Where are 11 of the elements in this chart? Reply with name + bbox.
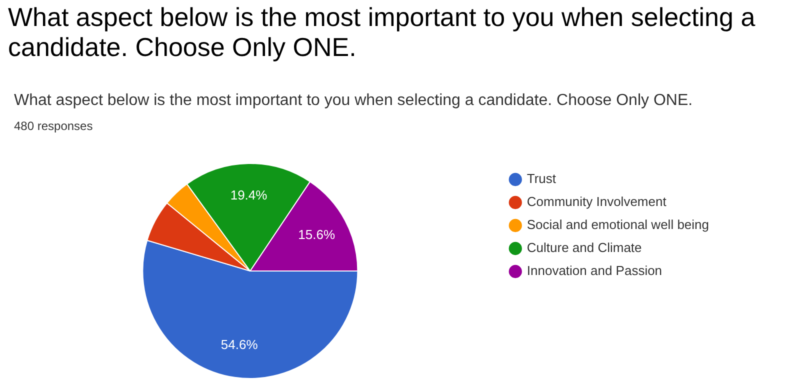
- legend-label: Social and emotional well being: [526, 217, 710, 232]
- legend-label: Trust: [526, 171, 556, 186]
- legend-label: Culture and Climate: [526, 240, 642, 256]
- chart-subtitle: What aspect below is the most important to you when selecting a candidate. Choose Only ONE.: [14, 92, 693, 110]
- legend-label: Community Involvement: [526, 194, 667, 210]
- data-label: 19.4%: [230, 187, 268, 202]
- data-label: 54.6%: [220, 337, 258, 352]
- legend-label: Innovation and Passion: [526, 263, 662, 278]
- chart-title: What aspect below is the most important to you when selecting a candidate. Choose Only ONE.: [8, 2, 756, 62]
- text: 480 responses: [14, 119, 93, 133]
- data-label: 15.6%: [298, 227, 336, 242]
